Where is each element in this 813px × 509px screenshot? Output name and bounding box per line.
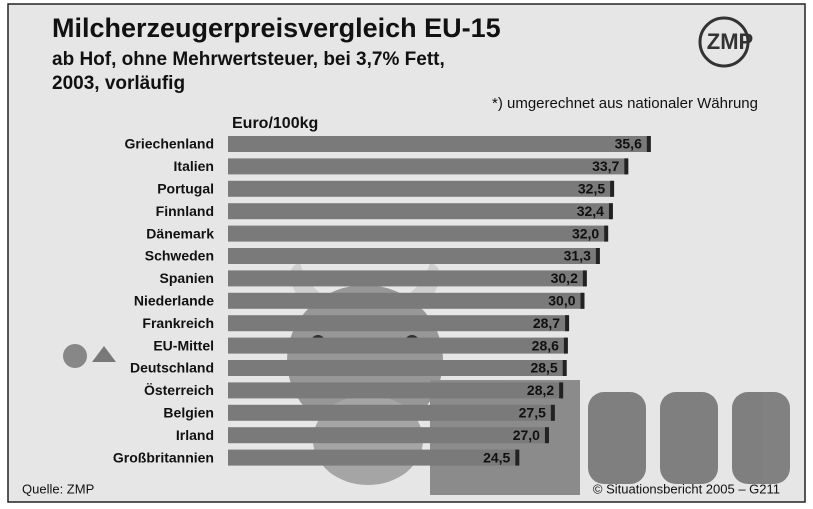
tree — [63, 344, 87, 368]
bar — [228, 405, 554, 421]
bar-edge — [609, 203, 613, 219]
credit: © Situationsbericht 2005 – G211 — [593, 481, 780, 496]
value-label: 32,0 — [572, 225, 599, 241]
bar — [228, 360, 566, 376]
bar-edge — [559, 382, 563, 398]
category-label: Belgien — [163, 405, 214, 421]
bar — [228, 315, 568, 331]
bar-edge — [610, 181, 614, 197]
bar-edge — [564, 338, 568, 354]
bar — [228, 226, 607, 242]
bar-edge — [551, 405, 555, 421]
category-label: Dänemark — [146, 225, 214, 241]
bar-edge — [596, 248, 600, 264]
value-label: 32,4 — [577, 203, 604, 219]
bar — [228, 248, 599, 264]
bar — [228, 338, 567, 354]
bar-edge — [583, 270, 587, 286]
unit-label: Euro/100kg — [232, 115, 318, 132]
value-label: 33,7 — [592, 158, 619, 174]
milk-can — [660, 392, 718, 484]
bar-edge — [647, 136, 651, 152]
bar — [228, 427, 548, 443]
chart-title: Milcherzeugerpreisvergleich EU-15 — [52, 13, 501, 43]
bar — [228, 158, 627, 174]
category-label: Österreich — [144, 382, 214, 398]
value-label: 24,5 — [483, 449, 510, 465]
note: *) umgerechnet aus nationaler Währung — [492, 95, 758, 112]
value-label: 30,0 — [548, 293, 575, 309]
category-label: Spanien — [160, 270, 214, 286]
value-label: 30,2 — [551, 270, 578, 286]
bar — [228, 293, 584, 309]
value-label: 28,7 — [533, 315, 560, 331]
category-label: Finnland — [156, 203, 214, 219]
category-label: Irland — [176, 427, 214, 443]
bar — [228, 450, 518, 466]
bar — [228, 382, 562, 398]
category-label: Schweden — [145, 248, 214, 264]
bar-edge — [515, 450, 519, 466]
bar-edge — [545, 427, 549, 443]
value-label: 31,3 — [564, 248, 591, 264]
source: Quelle: ZMP — [22, 481, 94, 496]
chart-subtitle: ab Hof, ohne Mehrwertsteuer, bei 3,7% Fe… — [52, 49, 445, 70]
category-label: Griechenland — [125, 136, 214, 152]
chart: Milcherzeugerpreisvergleich EU-15 ab Hof… — [0, 0, 813, 509]
value-label: 27,0 — [513, 427, 540, 443]
bar — [228, 181, 613, 197]
logo-text: ZMP — [707, 29, 753, 54]
category-label: Niederlande — [134, 293, 214, 309]
bar-edge — [624, 158, 628, 174]
milk-can — [732, 392, 790, 484]
value-label: 28,5 — [530, 360, 557, 376]
category-label: Italien — [174, 158, 214, 174]
milk-can — [588, 392, 646, 484]
value-label: 28,2 — [527, 382, 554, 398]
category-label: Portugal — [157, 181, 214, 197]
chart-subtitle: 2003, vorläufig — [52, 73, 185, 94]
value-label: 27,5 — [519, 405, 546, 421]
category-label: Deutschland — [130, 360, 214, 376]
bar — [228, 203, 612, 219]
bar-edge — [604, 226, 608, 242]
bar-edge — [581, 293, 585, 309]
bar-edge — [563, 360, 567, 376]
category-label: Großbritannien — [113, 449, 214, 465]
bar — [228, 270, 586, 286]
bar — [228, 136, 650, 152]
value-label: 32,5 — [578, 181, 605, 197]
value-label: 35,6 — [615, 136, 642, 152]
category-label: Frankreich — [142, 315, 214, 331]
category-label: EU-Mittel — [153, 337, 214, 353]
value-label: 28,6 — [532, 337, 559, 353]
bar-edge — [565, 315, 569, 331]
